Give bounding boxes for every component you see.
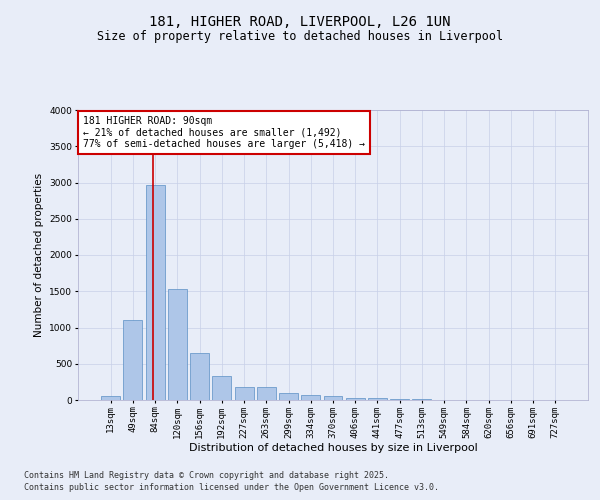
Bar	[257, 386, 276, 400]
Bar	[101, 396, 120, 400]
Bar	[124, 320, 142, 400]
Y-axis label: Number of detached properties: Number of detached properties	[34, 173, 44, 337]
Bar	[168, 289, 187, 400]
Bar	[190, 353, 209, 400]
Text: 181 HIGHER ROAD: 90sqm
← 21% of detached houses are smaller (1,492)
77% of semi-: 181 HIGHER ROAD: 90sqm ← 21% of detached…	[83, 116, 365, 149]
Bar	[235, 386, 254, 400]
Text: Contains public sector information licensed under the Open Government Licence v3: Contains public sector information licen…	[24, 484, 439, 492]
Bar	[212, 376, 231, 400]
X-axis label: Distribution of detached houses by size in Liverpool: Distribution of detached houses by size …	[188, 444, 478, 454]
Text: 181, HIGHER ROAD, LIVERPOOL, L26 1UN: 181, HIGHER ROAD, LIVERPOOL, L26 1UN	[149, 16, 451, 30]
Bar	[346, 398, 365, 400]
Bar	[368, 398, 387, 400]
Text: Size of property relative to detached houses in Liverpool: Size of property relative to detached ho…	[97, 30, 503, 43]
Bar	[390, 399, 409, 400]
Bar	[279, 393, 298, 400]
Bar	[146, 186, 164, 400]
Bar	[323, 396, 343, 400]
Bar	[301, 394, 320, 400]
Text: Contains HM Land Registry data © Crown copyright and database right 2025.: Contains HM Land Registry data © Crown c…	[24, 472, 389, 480]
